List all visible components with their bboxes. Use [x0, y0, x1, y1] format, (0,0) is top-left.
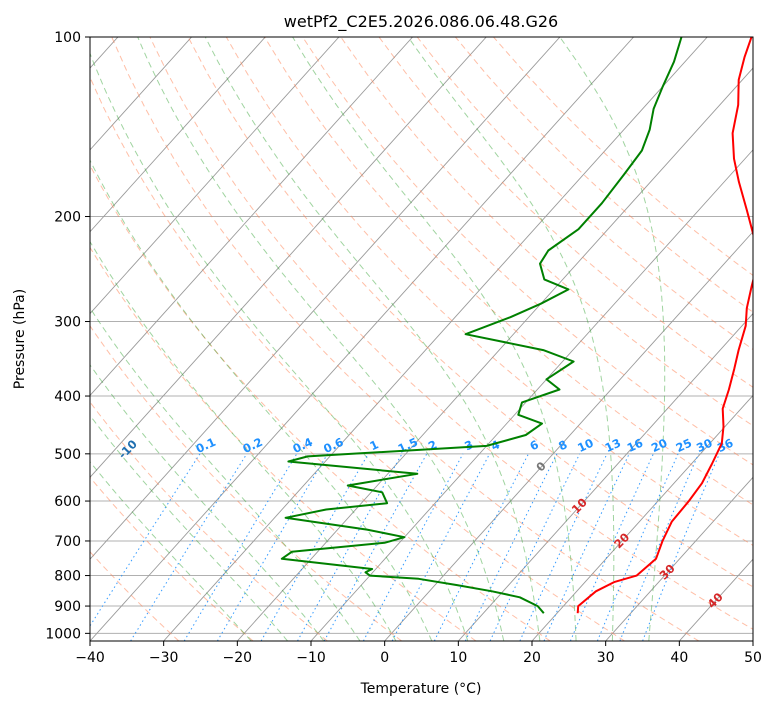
y-tick-label: 400	[54, 389, 81, 405]
moist-adiabat-line	[204, 37, 541, 641]
moist-adiabat-line	[90, 159, 433, 641]
y-tick-label: 600	[54, 494, 81, 510]
isotherm-line	[752, 640, 753, 641]
y-tick-label: 200	[54, 210, 81, 226]
moist-adiabat-line	[90, 414, 288, 641]
dry-adiabat-line	[90, 76, 625, 641]
x-tick-label: −20	[223, 650, 253, 666]
mixing-ratio-label: 20	[649, 436, 669, 455]
mixing-ratio-line	[130, 453, 248, 641]
x-axis: −40 −30 −20 −10 0 10 20 30 40 50	[75, 641, 762, 666]
plot-background	[90, 37, 753, 641]
y-tick-label: 500	[54, 447, 81, 463]
isotherm-line	[605, 476, 753, 641]
isotherm-line	[90, 37, 413, 397]
x-tick-label: −40	[75, 650, 105, 666]
y-tick-label: 700	[54, 534, 81, 550]
y-tick-label: 300	[54, 315, 81, 331]
x-tick-label: −10	[296, 650, 326, 666]
y-tick-label: 900	[54, 599, 81, 615]
isotherm-line	[384, 231, 753, 641]
dry-adiabat-line	[225, 37, 753, 547]
moist-adiabat-line	[90, 460, 252, 641]
temperature-profile-line	[576, 37, 753, 614]
dry-adiabat-label: -20	[30, 403, 55, 428]
mixing-ratio-line	[362, 453, 464, 641]
moist-adiabat-line	[90, 307, 361, 641]
mixing-ratio-line	[391, 453, 491, 641]
dry-adiabat-line	[90, 246, 477, 641]
mixing-ratio-line	[183, 453, 298, 641]
isotherm-line	[90, 37, 340, 315]
y-axis-label: Pressure (hPa)	[12, 289, 28, 389]
x-tick-label: 50	[744, 650, 762, 666]
x-tick-label: 40	[670, 650, 688, 666]
dry-adiabat-line	[90, 551, 180, 641]
isotherm-line	[90, 37, 266, 233]
dry-adiabat-line	[416, 37, 753, 351]
moist-adiabat-line	[292, 37, 577, 641]
plot-area: -100-90-80-70-60-50-40-30-20-10010203040…	[30, 36, 754, 642]
mixing-ratio-line	[90, 453, 201, 627]
y-tick-label: 1000	[45, 626, 81, 642]
background-lines	[90, 37, 753, 641]
dry-adiabat-line	[378, 37, 753, 388]
moist-adiabat-line	[407, 37, 615, 641]
mixing-ratio-line	[433, 453, 529, 641]
chart-title: wetPf2_C2E5.2026.086.06.48.G26	[284, 12, 558, 32]
mixing-ratio-label: 36	[715, 436, 735, 455]
isotherm-line	[90, 37, 634, 641]
dry-adiabat-line	[149, 37, 753, 630]
mixing-ratio-label: 25	[674, 436, 694, 455]
dry-adiabat-line	[264, 37, 753, 506]
dry-adiabat-line	[187, 37, 753, 588]
isotherm-line	[310, 149, 753, 641]
x-tick-label: 20	[523, 650, 541, 666]
mixing-ratio-label: 30	[694, 436, 714, 455]
x-axis-label: Temperature (°C)	[360, 681, 482, 697]
mixing-ratio-label: 13	[603, 436, 623, 455]
isotherm-line	[163, 37, 708, 641]
sounding-profiles	[280, 37, 753, 614]
plot-frame	[89, 36, 754, 642]
moist-adiabat-line	[559, 37, 666, 641]
mixing-ratio-line	[596, 453, 679, 641]
isotherm-line	[457, 312, 753, 641]
isotherm-line	[90, 37, 192, 151]
moist-adiabat-line	[90, 240, 397, 641]
mixing-ratio-label: 16	[625, 436, 645, 455]
x-tick-label: 10	[449, 650, 467, 666]
dry-adiabat-line	[111, 37, 700, 641]
x-tick-label: −30	[149, 650, 179, 666]
dewpoint-profile-line	[280, 37, 683, 614]
dry-adiabat-line	[90, 476, 254, 641]
mixing-ratio-label: 10	[575, 436, 595, 455]
moist-adiabat-line	[90, 364, 325, 641]
x-tick-label: 0	[380, 650, 389, 666]
dry-adiabat-line	[90, 164, 551, 641]
isotherm-line	[90, 37, 561, 560]
y-axis: 100 200 300 400 500 600 700 800 900 1000	[45, 30, 90, 642]
moist-adiabat-line	[90, 52, 469, 641]
isotherm-line	[236, 67, 753, 641]
dry-adiabat-line	[340, 37, 753, 427]
dry-adiabat-line	[455, 37, 753, 313]
y-tick-label: 100	[54, 30, 81, 46]
isotherm-line	[90, 37, 487, 478]
mixing-ratio-line	[260, 453, 369, 641]
x-tick-label: 30	[597, 650, 615, 666]
y-tick-label: 800	[54, 569, 81, 585]
mixing-ratio-line	[569, 453, 654, 641]
moist-adiabat-line	[137, 37, 505, 641]
isotherm-line	[531, 394, 753, 641]
